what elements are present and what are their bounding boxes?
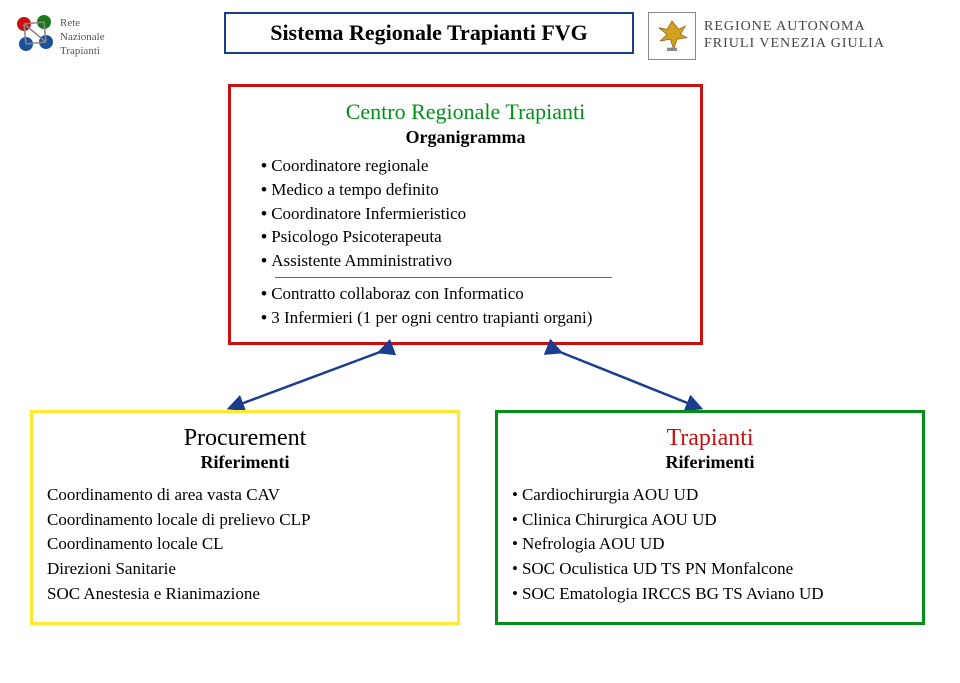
trapianti-title: Trapianti — [512, 425, 908, 452]
list-item: Cardiochirurgia AOU UD — [512, 483, 908, 508]
procurement-box: Procurement Riferimenti Coordinamento di… — [30, 410, 460, 625]
list-item: SOC Oculistica UD TS PN Monfalcone — [512, 557, 908, 582]
center-list-1: Coordinatore regionaleMedico a tempo def… — [255, 154, 676, 273]
trapianti-box: Trapianti Riferimenti Cardiochirurgia AO… — [495, 410, 925, 625]
center-item: Coordinatore Infermieristico — [261, 202, 676, 226]
center-item: Psicologo Psicoterapeuta — [261, 225, 676, 249]
region-line1: REGIONE AUTONOMA — [704, 19, 885, 36]
logo-text-rete: Rete — [60, 17, 80, 29]
list-item: Clinica Chirurgica AOU UD — [512, 508, 908, 533]
arrow-right — [560, 352, 700, 408]
eagle-icon — [648, 12, 696, 60]
list-item: SOC Ematologia IRCCS BG TS Aviano UD — [512, 582, 908, 607]
center-item: Medico a tempo definito — [261, 178, 676, 202]
page-title: Sistema Regionale Trapianti FVG — [270, 20, 588, 46]
logo-text-trapianti: Trapianti — [60, 45, 100, 57]
list-item: SOC Anestesia e Rianimazione — [47, 582, 443, 607]
region-label: REGIONE AUTONOMA FRIULI VENEZIA GIULIA — [704, 19, 885, 53]
center-title: Centro Regionale Trapianti — [255, 99, 676, 125]
trapianti-subtitle: Riferimenti — [512, 452, 908, 473]
list-item: Coordinamento locale CL — [47, 532, 443, 557]
region-line2: FRIULI VENEZIA GIULIA — [704, 36, 885, 53]
page-title-box: Sistema Regionale Trapianti FVG — [224, 12, 634, 54]
procurement-list: Coordinamento di area vasta CAVCoordinam… — [47, 483, 443, 606]
list-item: Coordinamento di area vasta CAV — [47, 483, 443, 508]
trapianti-list: Cardiochirurgia AOU UDClinica Chirurgica… — [512, 483, 908, 606]
center-item: Coordinatore regionale — [261, 154, 676, 178]
center-list-2: Contratto collaboraz con Informatico3 In… — [255, 282, 676, 330]
logo-text-nazionale: Nazionale — [60, 31, 105, 43]
header: Rete Nazionale Trapianti Sistema Regiona… — [0, 8, 960, 68]
logo-rete-nazionale: Rete Nazionale Trapianti — [10, 12, 140, 60]
center-item: Assistente Amministrativo — [261, 249, 676, 273]
list-item: Coordinamento locale di prelievo CLP — [47, 508, 443, 533]
center-item: Contratto collaboraz con Informatico — [261, 282, 676, 306]
procurement-subtitle: Riferimenti — [47, 452, 443, 473]
center-item: 3 Infermieri (1 per ogni centro trapiant… — [261, 306, 676, 330]
arrow-left — [230, 352, 380, 408]
center-box: Centro Regionale Trapianti Organigramma … — [228, 84, 703, 345]
procurement-title: Procurement — [47, 425, 443, 452]
list-item: Nefrologia AOU UD — [512, 532, 908, 557]
list-item: Direzioni Sanitarie — [47, 557, 443, 582]
center-divider — [275, 277, 612, 278]
logo-region-fvg: REGIONE AUTONOMA FRIULI VENEZIA GIULIA — [648, 8, 958, 64]
center-subtitle: Organigramma — [255, 127, 676, 148]
